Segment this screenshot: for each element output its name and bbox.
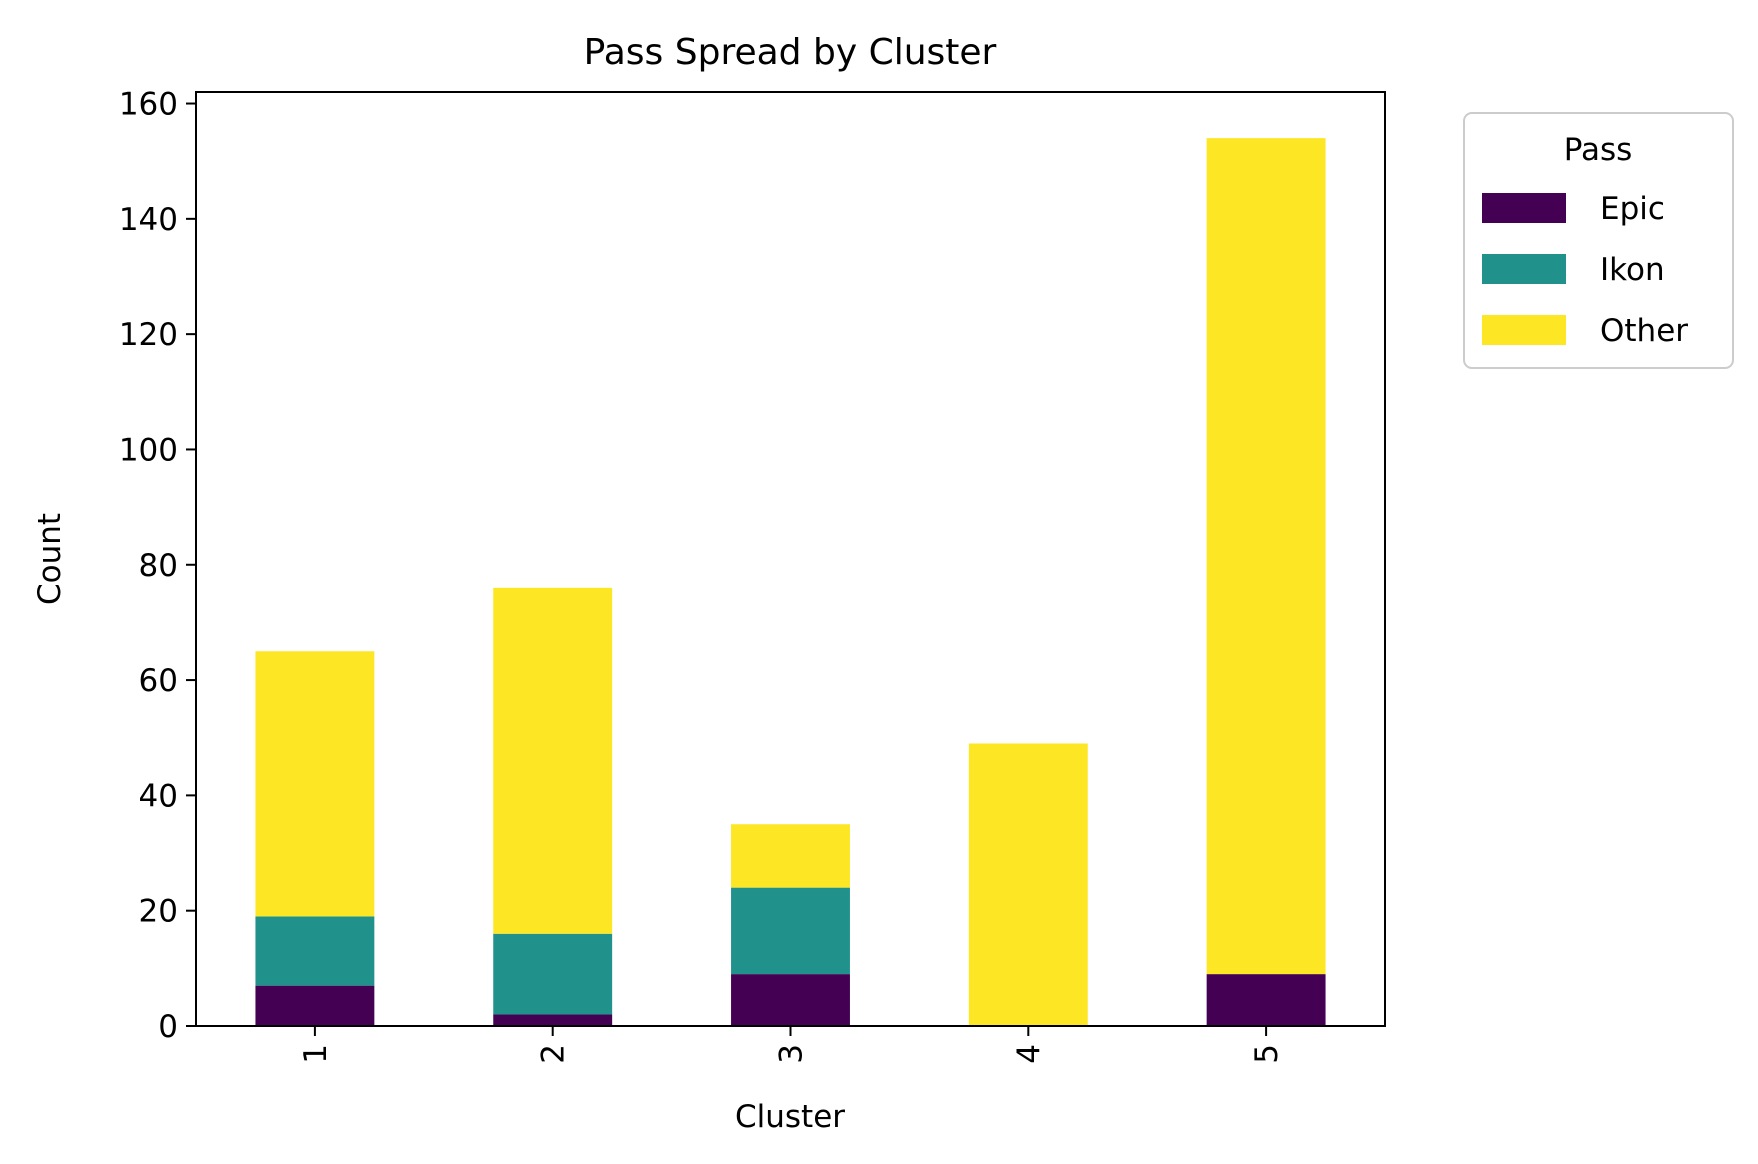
legend-swatch-ikon [1482, 254, 1566, 284]
bar-epic-cluster-2 [493, 1014, 613, 1026]
y-axis: 0 20 40 60 80 100 120 140 160 [119, 87, 196, 1045]
bars-group [255, 138, 1326, 1026]
x-tick-label: 5 [1249, 1044, 1285, 1064]
x-tick-label: 1 [298, 1044, 334, 1064]
bar-ikon-cluster-1 [255, 916, 375, 986]
bar-epic-cluster-5 [1206, 974, 1326, 1026]
bar-other-cluster-5 [1206, 138, 1326, 975]
legend-label-ikon: Ikon [1600, 252, 1665, 288]
chart-title: Pass Spread by Cluster [584, 32, 997, 73]
x-axis: 1 2 3 4 5 [298, 1026, 1285, 1064]
x-tick-label: 3 [774, 1044, 810, 1064]
bar-other-cluster-2 [493, 587, 613, 934]
legend-label-epic: Epic [1600, 191, 1665, 227]
bar-other-cluster-3 [731, 824, 850, 888]
y-tick-label: 0 [158, 1009, 178, 1045]
x-tick-label: 4 [1011, 1044, 1047, 1064]
y-axis-label: Count [32, 513, 68, 605]
bar-ikon-cluster-2 [493, 933, 613, 1015]
y-tick-label: 40 [139, 778, 178, 814]
y-tick-label: 140 [119, 202, 178, 238]
x-tick-label: 2 [536, 1044, 572, 1064]
y-tick-label: 100 [119, 432, 178, 468]
legend-swatch-other [1482, 315, 1566, 345]
bar-other-cluster-1 [255, 651, 375, 917]
legend: Pass Epic Ikon Other [1463, 112, 1734, 369]
legend-swatch-epic [1482, 193, 1566, 223]
legend-frame [1463, 112, 1734, 369]
legend-title: Pass [1564, 132, 1633, 168]
bar-epic-cluster-3 [731, 974, 850, 1026]
bar-ikon-cluster-3 [731, 887, 850, 975]
y-tick-label: 60 [139, 663, 178, 699]
plot-frame [195, 91, 1386, 1027]
y-tick-label: 120 [119, 317, 178, 353]
y-tick-label: 20 [139, 894, 178, 930]
legend-label-other: Other [1600, 313, 1688, 349]
bar-other-cluster-4 [968, 743, 1088, 1026]
y-tick-label: 80 [139, 548, 178, 584]
y-tick-label: 160 [119, 87, 178, 123]
x-axis-label: Cluster [735, 1099, 845, 1135]
bar-epic-cluster-1 [255, 985, 375, 1026]
